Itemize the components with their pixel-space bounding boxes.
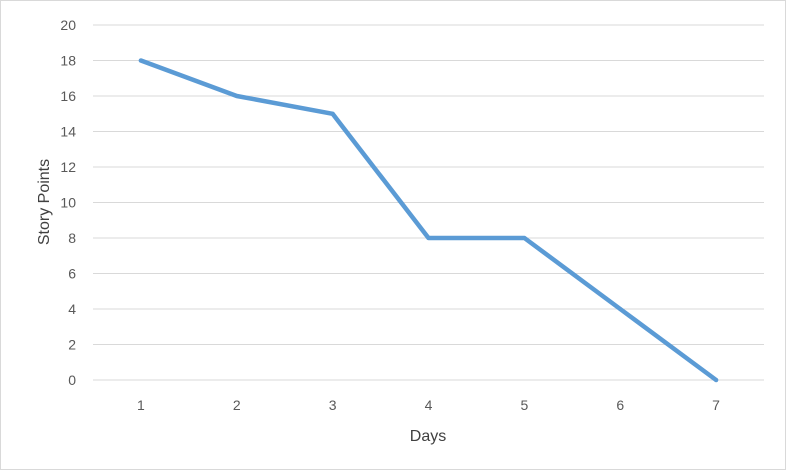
data-point — [138, 58, 143, 63]
x-tick-label: 3 — [329, 397, 337, 413]
y-tick-label: 12 — [60, 159, 76, 175]
y-tick-label: 4 — [68, 301, 76, 317]
series-line — [138, 58, 719, 383]
data-point — [618, 307, 623, 311]
x-tick-label: 6 — [616, 397, 624, 413]
x-tick-label: 7 — [712, 397, 720, 413]
y-tick-label: 0 — [68, 372, 76, 388]
y-tick-label: 6 — [68, 266, 76, 282]
data-point — [714, 378, 719, 382]
y-tick-label: 18 — [60, 53, 76, 69]
y-tick-label: 8 — [68, 230, 76, 246]
x-tick-labels: 1 2 3 4 5 6 7 — [137, 397, 720, 413]
x-tick-label: 5 — [520, 397, 528, 413]
y-tick-label: 16 — [60, 88, 76, 104]
series-layer — [138, 58, 719, 383]
x-tick-label: 2 — [233, 397, 241, 413]
y-tick-label: 20 — [60, 17, 76, 33]
data-point — [522, 236, 527, 240]
data-point — [426, 236, 431, 240]
data-point — [234, 94, 239, 98]
y-tick-labels: 0 2 4 6 8 10 12 14 16 18 20 — [60, 17, 76, 388]
y-tick-label: 2 — [68, 337, 76, 353]
x-axis-title: Days — [410, 428, 446, 445]
x-tick-label: 1 — [137, 397, 145, 413]
y-tick-label: 14 — [60, 124, 76, 140]
data-point — [330, 111, 335, 116]
y-axis-title: Story Points — [36, 159, 53, 245]
y-tick-label: 10 — [60, 195, 76, 211]
x-tick-label: 4 — [425, 397, 433, 413]
